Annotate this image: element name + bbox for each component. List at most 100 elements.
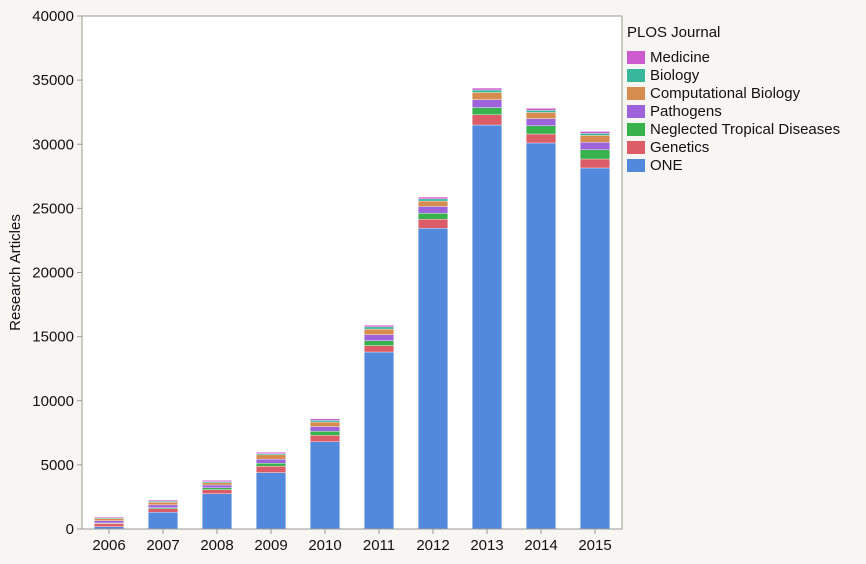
bar-segment-medicine-2006	[94, 516, 124, 518]
x-tick-label: 2010	[308, 537, 341, 554]
bar-segment-medicine-2009	[256, 452, 286, 454]
legend-label-one: ONE	[650, 156, 683, 174]
legend-item-neglected-tropical-diseases: Neglected Tropical Diseases	[627, 120, 859, 138]
bar-stack-2006	[94, 516, 124, 530]
legend-label-neglected-tropical-diseases: Neglected Tropical Diseases	[650, 120, 841, 138]
bar-segment-neglected-tropical-diseases-2010	[310, 431, 340, 436]
legend-swatch-pathogens	[627, 104, 645, 118]
legend-item-one: ONE	[627, 156, 859, 174]
bar-segment-genetics-2009	[256, 465, 286, 473]
bar-segment-genetics-2014	[526, 133, 556, 144]
bar-segment-medicine-2012	[418, 196, 448, 200]
bar-segment-computational-biology-2012	[418, 200, 448, 207]
legend: PLOS Journal Medicine Biology Computatio…	[627, 24, 859, 174]
legend-title: PLOS Journal	[627, 24, 721, 41]
bar-stack-2012	[418, 196, 448, 530]
x-tick-label: 2008	[200, 537, 233, 554]
bar-segment-pathogens-2015	[580, 142, 610, 150]
bar-segment-computational-biology-2009	[256, 454, 286, 460]
legend-label-pathogens: Pathogens	[650, 102, 722, 120]
bar-segment-genetics-2012	[418, 219, 448, 229]
bar-segment-computational-biology-2010	[310, 421, 340, 427]
bar-segment-medicine-2011	[364, 325, 394, 328]
bar-segment-neglected-tropical-diseases-2014	[526, 125, 556, 135]
bar-segment-neglected-tropical-diseases-2011	[364, 340, 394, 346]
x-tick-label: 2014	[524, 537, 557, 554]
bar-segment-computational-biology-2006	[94, 518, 124, 521]
bar-segment-biology-2008	[202, 481, 232, 484]
bar-segment-pathogens-2007	[148, 504, 178, 508]
bar-segment-computational-biology-2011	[364, 328, 394, 335]
legend-swatch-biology	[627, 68, 645, 82]
bar-stack-2010	[310, 418, 340, 530]
bar-stacks	[94, 87, 610, 530]
bar-segment-neglected-tropical-diseases-2009	[256, 463, 286, 467]
y-tick-label: 40000	[32, 8, 74, 25]
bar-segment-one-2015	[580, 167, 610, 530]
bar-segment-pathogens-2011	[364, 334, 394, 341]
bar-segment-pathogens-2013	[472, 99, 502, 108]
y-tick-label: 10000	[32, 393, 74, 410]
bar-segment-genetics-2008	[202, 489, 232, 494]
bar-segment-biology-2012	[418, 198, 448, 202]
bar-segment-genetics-2011	[364, 345, 394, 353]
bar-segment-medicine-2015	[580, 131, 610, 134]
legend-swatch-one	[627, 158, 645, 172]
bar-segment-computational-biology-2007	[148, 502, 178, 506]
y-tick-label: 20000	[32, 265, 74, 282]
bar-segment-one-2008	[202, 493, 232, 530]
x-tick-label: 2011	[363, 537, 395, 554]
x-tick-label: 2007	[146, 537, 179, 554]
legend-swatch-medicine	[627, 50, 645, 64]
legend-item-biology: Biology	[627, 66, 859, 84]
bar-segment-computational-biology-2014	[526, 112, 556, 119]
bar-segment-biology-2009	[256, 453, 286, 456]
bar-segment-neglected-tropical-diseases-2013	[472, 107, 502, 115]
bar-segment-one-2013	[472, 124, 502, 530]
x-axis-ticks: 2006 2007 2008 2009 2010 2011 2012 2013 2014 2015	[92, 529, 612, 554]
bar-stack-2014	[526, 108, 556, 530]
bar-segment-pathogens-2010	[310, 426, 340, 432]
x-tick-label: 2006	[92, 537, 125, 554]
bar-segment-medicine-2008	[202, 480, 232, 482]
bar-segment-one-2014	[526, 142, 556, 530]
bar-segment-one-2011	[364, 351, 394, 530]
legend-label-genetics: Genetics	[650, 138, 710, 156]
legend-swatch-genetics	[627, 140, 645, 154]
legend-swatch-neglected-tropical-diseases	[627, 122, 645, 136]
bar-segment-pathogens-2009	[256, 458, 286, 464]
bar-segment-computational-biology-2008	[202, 482, 232, 486]
bar-stack-2009	[256, 452, 286, 530]
legend-label-computational-biology: Computational Biology	[650, 84, 801, 102]
legend-item-genetics: Genetics	[627, 138, 859, 156]
bar-stack-2007	[148, 499, 178, 530]
y-axis-label: Research Articles	[7, 214, 24, 331]
bar-segment-pathogens-2012	[418, 206, 448, 214]
bar-segment-biology-2013	[472, 89, 502, 93]
legend-item-medicine: Medicine	[627, 48, 859, 66]
bar-stack-2011	[364, 325, 394, 530]
bar-segment-one-2010	[310, 441, 340, 530]
x-tick-label: 2012	[416, 537, 449, 554]
bar-segment-genetics-2007	[148, 508, 178, 513]
y-tick-label: 0	[66, 521, 74, 538]
bar-segment-neglected-tropical-diseases-2015	[580, 149, 610, 160]
bar-segment-computational-biology-2015	[580, 135, 610, 143]
bar-segment-one-2012	[418, 228, 448, 530]
bar-segment-pathogens-2014	[526, 118, 556, 126]
y-tick-label: 25000	[32, 200, 74, 217]
y-tick-label: 35000	[32, 72, 74, 89]
bar-segment-neglected-tropical-diseases-2008	[202, 487, 232, 490]
bar-segment-genetics-2010	[310, 435, 340, 442]
y-tick-label: 5000	[41, 457, 74, 474]
bar-segment-one-2009	[256, 472, 286, 530]
bar-segment-medicine-2014	[526, 108, 556, 111]
bar-segment-medicine-2013	[472, 87, 502, 91]
x-tick-label: 2013	[470, 537, 503, 554]
x-tick-label: 2009	[254, 537, 287, 554]
bar-segment-computational-biology-2013	[472, 92, 502, 100]
bar-segment-genetics-2015	[580, 158, 610, 169]
bar-segment-one-2007	[148, 512, 178, 530]
bar-segment-biology-2014	[526, 110, 556, 113]
bar-segment-pathogens-2008	[202, 484, 232, 489]
